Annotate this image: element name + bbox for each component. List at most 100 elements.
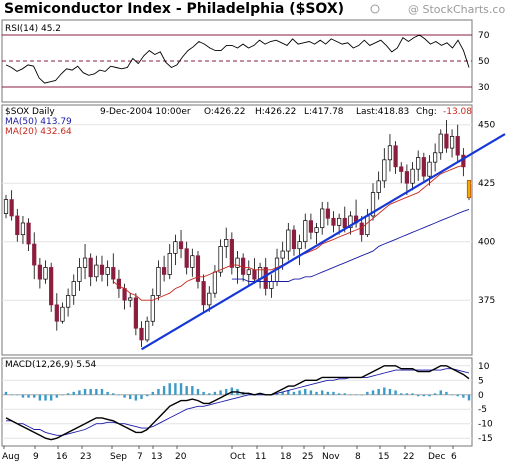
macd-tick-label: 5 [478, 376, 484, 386]
x-tick-label: 18 [280, 452, 292, 462]
macd-histogram-bar [405, 393, 409, 395]
price-tick-label: 400 [478, 238, 495, 248]
candle-body [94, 264, 99, 278]
macd-histogram-bar [162, 386, 166, 395]
x-tick-label: 7 [137, 452, 143, 462]
candle-body [286, 229, 291, 252]
candle-body [3, 199, 9, 214]
candle-body [139, 327, 144, 341]
candle-body [122, 288, 127, 301]
candle-body [466, 180, 472, 198]
x-tick-label: 16 [56, 452, 68, 462]
macd-label: MACD(12,26,9) 5.54 [5, 360, 97, 370]
price-tick-label: 375 [478, 296, 495, 306]
candle-body [26, 222, 31, 245]
candle-body [241, 257, 246, 275]
macd-histogram-bar [179, 383, 183, 395]
macd-histogram-bar [428, 394, 431, 397]
candle-body [421, 157, 426, 177]
macd-histogram-bar [383, 387, 386, 395]
macd-histogram-bar [304, 388, 307, 395]
macd-histogram-bar [55, 394, 59, 398]
candle-body [320, 208, 325, 229]
x-tick-label: Nov [322, 452, 340, 462]
candle-body [280, 250, 285, 259]
candle-body [246, 269, 251, 275]
macd-histogram-bar [315, 391, 318, 395]
candle-body [416, 157, 421, 170]
macd-histogram-bar [106, 391, 109, 395]
rsi-label: RSI(14) 45.2 [5, 24, 61, 34]
candle-body [393, 145, 398, 168]
macd-histogram-bar [366, 391, 369, 395]
candle-body [387, 145, 393, 161]
macd-histogram-bar [337, 393, 341, 395]
macd-histogram-bar [16, 394, 19, 396]
candle-body [325, 208, 330, 219]
price-panel [1, 104, 473, 356]
x-tick-label: Oct [230, 452, 246, 462]
macd-tick-label: 0 [478, 391, 484, 401]
price-axis: 450 425 400 375 [478, 121, 495, 306]
stockcharts-credit: @ StockCharts.com [408, 3, 506, 16]
macd-histogram-bar [27, 394, 30, 398]
candle-body [77, 267, 82, 282]
candle-body [178, 241, 184, 250]
macd-axis: 10 5 0 -5 -10 -15 [478, 362, 493, 444]
candle-body [433, 152, 438, 163]
macd-histogram-bar [174, 383, 177, 395]
macd-histogram-bar [416, 394, 420, 397]
ma50-label: MA(50) 413.79 [5, 117, 72, 127]
candle-body [359, 222, 364, 236]
macd-histogram-bar [100, 388, 104, 395]
price-last: Last:418.83 [356, 107, 409, 117]
candle-body [224, 239, 229, 247]
candle-body [20, 222, 26, 236]
x-tick-label: 20 [175, 452, 187, 462]
candle-body [15, 215, 20, 236]
candle-body [342, 217, 347, 229]
macd-histogram-bar [309, 390, 313, 395]
candle-body [263, 267, 268, 289]
candle-body [82, 257, 88, 268]
x-tick-label: 15 [378, 452, 389, 462]
rsi-tick-label: 30 [478, 83, 490, 93]
macd-histogram-bar [129, 394, 132, 400]
price-header: $SOX Daily 9-Dec-2004 10:00er O:426.22 H… [5, 107, 472, 137]
macd-histogram-bar [433, 393, 437, 395]
candle-body [370, 192, 376, 217]
macd-histogram-bar [343, 393, 346, 395]
price-low: L:417.78 [304, 107, 344, 117]
macd-histogram-bar [134, 394, 138, 401]
macd-histogram-bar [123, 394, 126, 398]
rsi-header: RSI(14) 45.2 [5, 24, 61, 34]
macd-histogram-bar [61, 394, 64, 396]
candle-body [66, 295, 71, 308]
macd-histogram-bar [44, 394, 47, 401]
candle-body [235, 257, 240, 268]
macd-histogram-bar [258, 393, 262, 395]
price-plot [3, 120, 506, 351]
price-open: O:426.22 [204, 107, 245, 117]
stockcharts-logo-icon [370, 4, 380, 14]
x-tick-label: 13 [151, 452, 162, 462]
x-tick-label: 22 [403, 452, 414, 462]
macd-histogram-bar [145, 394, 149, 397]
macd-histogram-bar [332, 391, 335, 395]
candle-body [54, 304, 59, 322]
candle-body [438, 133, 443, 154]
macd-histogram-bar [10, 394, 13, 396]
macd-histogram-bar [422, 394, 426, 397]
candle-body [308, 220, 314, 233]
macd-histogram-bar [320, 390, 324, 395]
macd-histogram-bar [377, 388, 380, 395]
candle-body [116, 278, 122, 289]
macd-histogram-bar [287, 390, 290, 395]
macd-histogram-bar [450, 394, 454, 396]
x-tick-label: 8 [355, 452, 361, 462]
macd-histogram-bar [445, 391, 448, 395]
macd-histogram-bar [439, 390, 442, 395]
macd-histogram-bar [202, 391, 205, 395]
macd-histogram-bar [38, 394, 42, 401]
macd-histogram-bar [157, 388, 160, 395]
